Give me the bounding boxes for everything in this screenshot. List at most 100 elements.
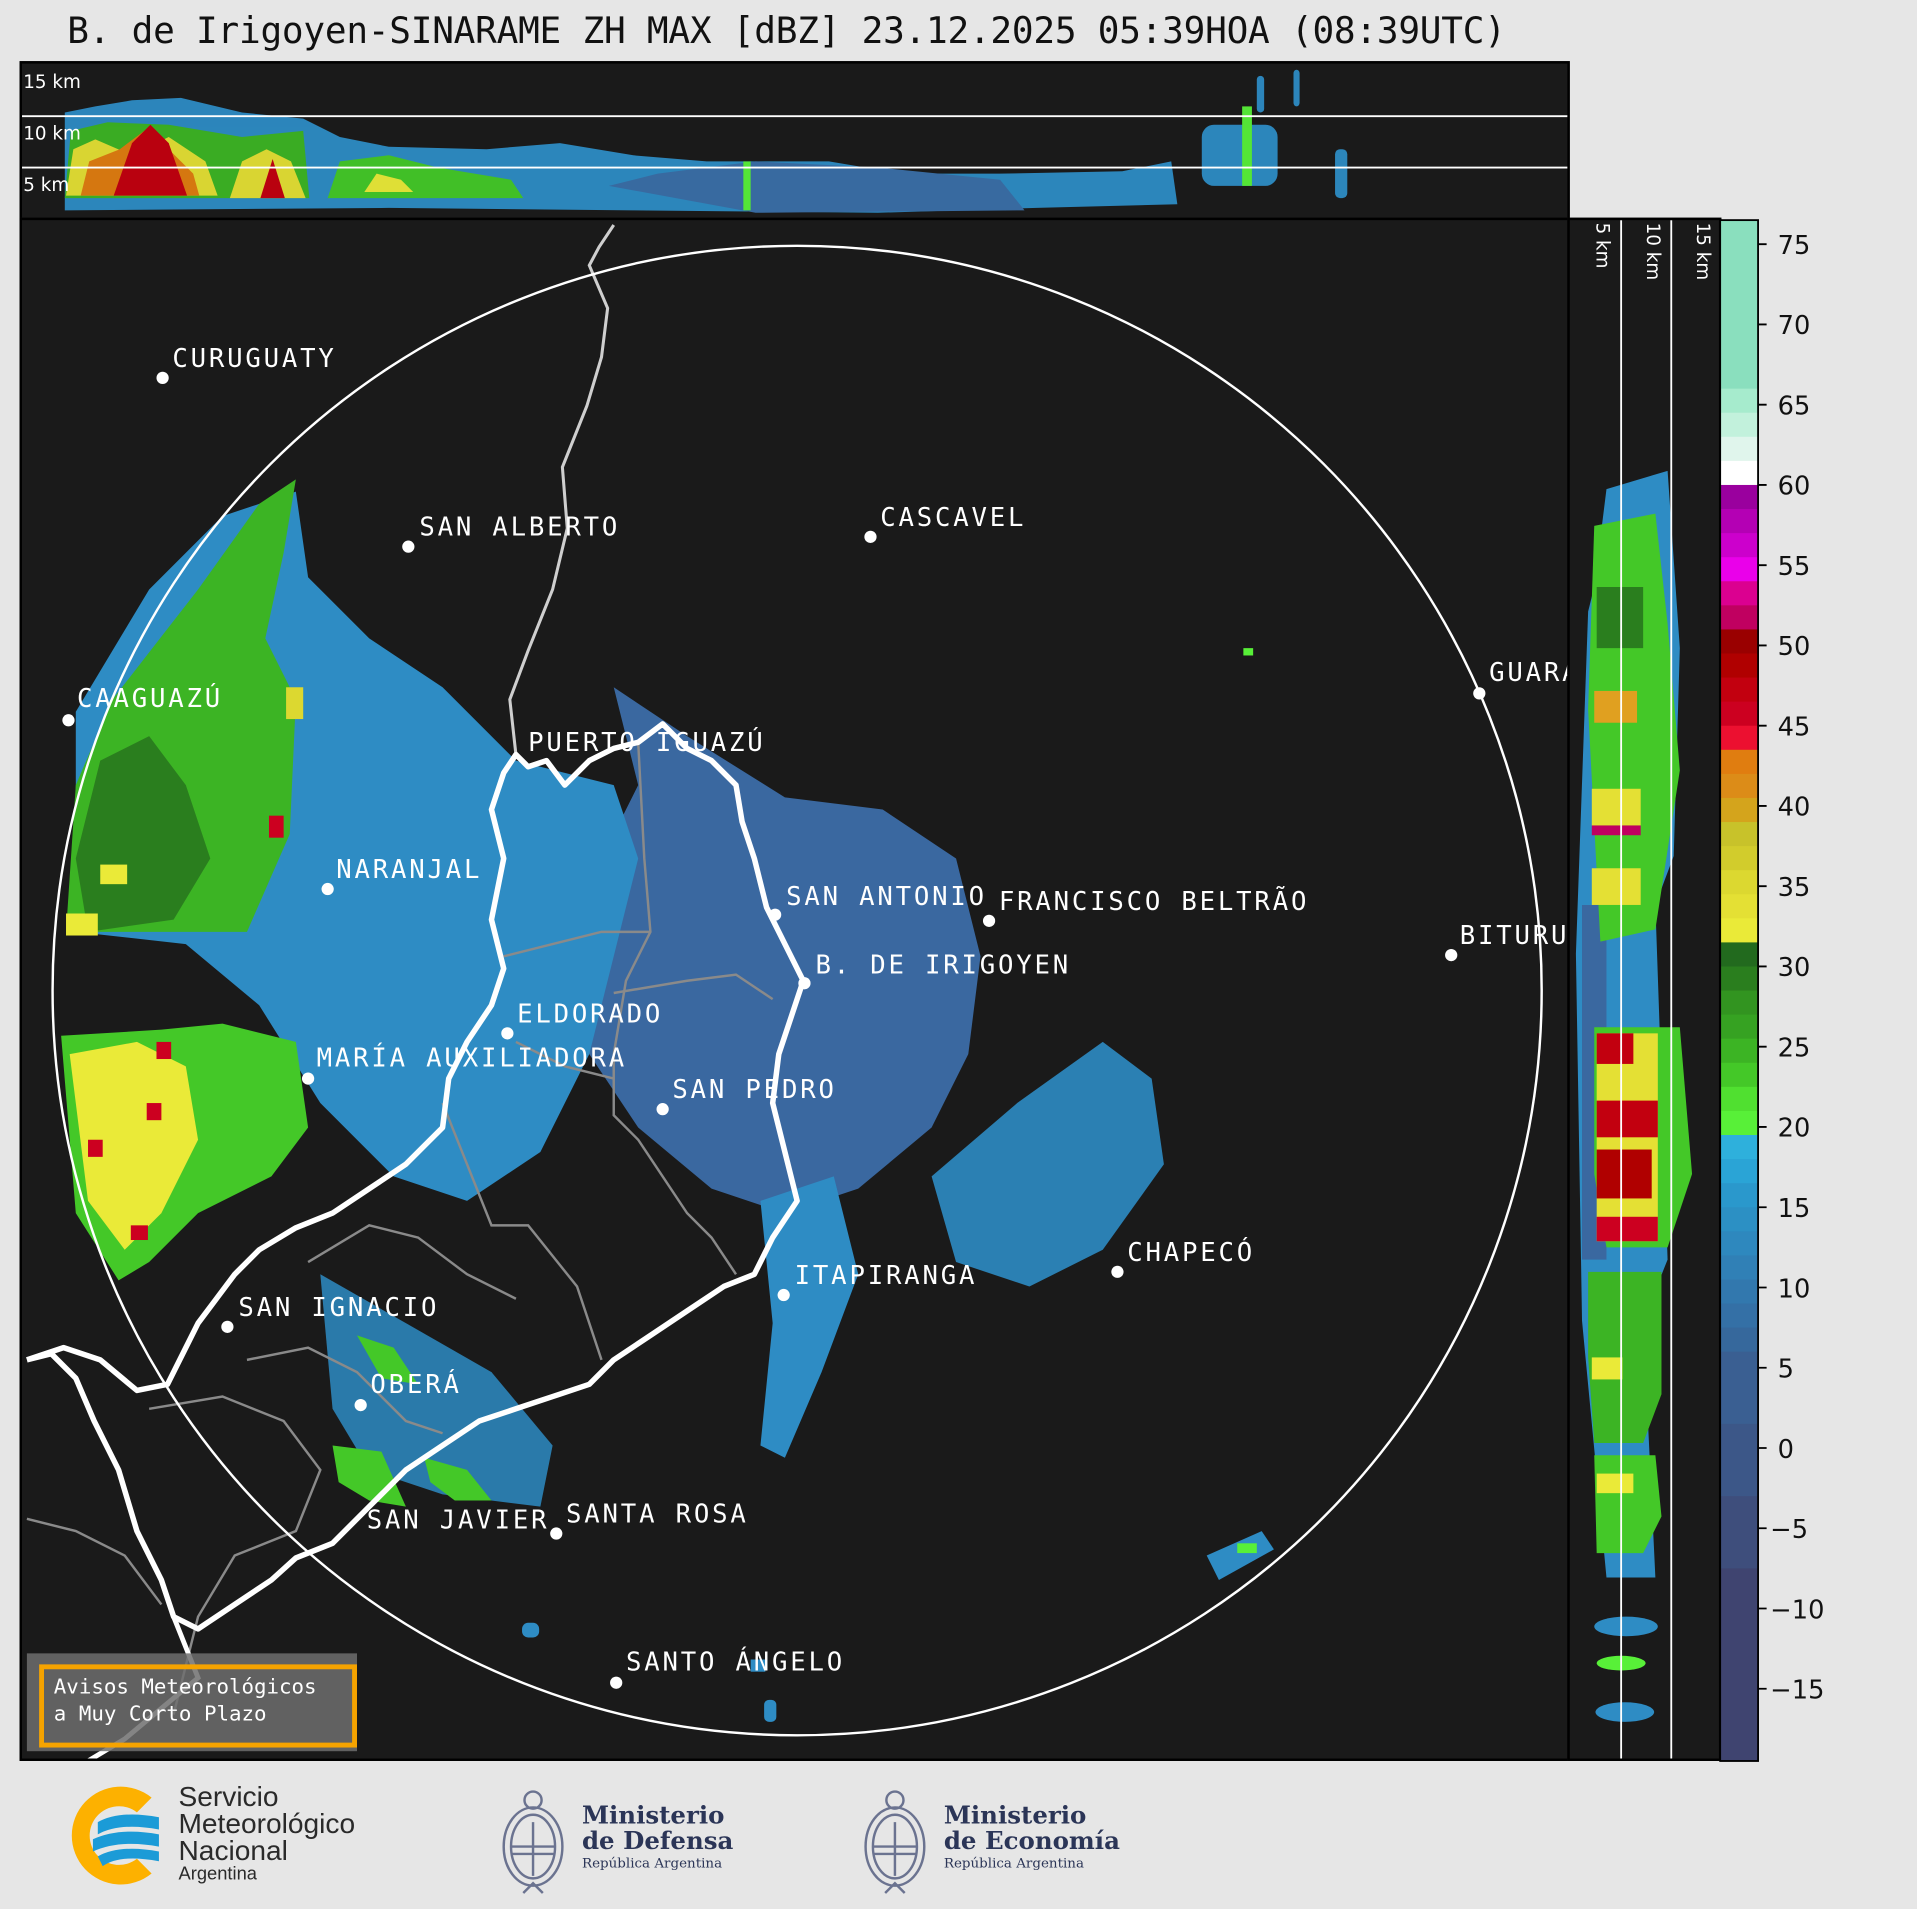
city-dot [864,530,877,543]
city-dot [402,540,415,553]
warning-box-frame: Avisos Meteorológicos a Muy Corto Plazo [39,1664,357,1748]
warning-box[interactable]: Avisos Meteorológicos a Muy Corto Plazo [26,1653,357,1752]
colorbar-segment [1720,1351,1759,1425]
colorbar-tick-label: 60 [1778,472,1811,502]
smn-line-3: Nacional [178,1834,288,1867]
city-label: BITURU [1460,921,1570,951]
warning-line-1: Avisos Meteorológicos [53,1675,317,1700]
city-bituru: BITURU [1445,921,1570,962]
city-dot [1445,948,1458,962]
city-label: SAN IGNACIO [238,1293,439,1323]
city-label: PUERTO IGUAZÚ [528,726,765,758]
colorbar-segment [1720,1062,1759,1088]
top-cross-section-panel: 15 km 10 km 5 km [19,61,1570,221]
economia-line-2: de Economía [943,1825,1120,1856]
page-title: B. de Irigoyen-SINARAME ZH MAX [dBZ] 23.… [67,9,1506,52]
defensa-line-1: Ministerio [581,1800,725,1830]
colorbar-tick-label: 75 [1778,231,1811,261]
colorbar-tick-label: 15 [1778,1194,1811,1224]
colorbar-segment [1720,1231,1759,1256]
altitude-label-5km: 5 km [23,175,69,196]
city-label: OBERÁ [370,1368,461,1400]
colorbar-segment [1720,1568,1759,1762]
colorbar-segment [1720,942,1759,968]
city-guara: GUARA [1473,658,1570,700]
city-san-alberto: SAN ALBERTO [402,513,620,553]
economia-line-1: Ministerio [943,1800,1087,1830]
warning-line-2: a Muy Corto Plazo [53,1702,267,1727]
smn-logo-mark [71,1786,159,1885]
smn-line-2: Meteorológico [178,1807,356,1840]
colorbar-segment [1720,1327,1759,1353]
colorbar-frame [1719,219,1759,1762]
defensa-logo: Ministerio de Defensa República Argentin… [494,1773,763,1900]
city-dot [1111,1265,1124,1278]
colorbar-segment [1720,725,1759,751]
city-dot [777,1288,790,1302]
city-santo-ngelo: SANTO ÁNGELO [610,1645,842,1689]
city-mar-a-auxiliadora: MARÍA AUXILIADORA [301,1041,624,1085]
city-dot [156,371,169,384]
colorbar-segment [1720,846,1759,871]
colorbar-segment [1720,1423,1759,1497]
city-label: GUARA [1489,658,1570,688]
city-label: B. DE IRIGOYEN [815,950,1071,980]
city-san-javier: SAN JAVIER [367,1506,547,1536]
colorbar-segment [1720,870,1759,895]
city-dot [656,1103,669,1116]
city-dot [798,977,811,990]
colorbar-segment [1720,822,1759,847]
reflectivity-echoes [61,479,1274,1722]
colorbar-segment [1720,460,1759,486]
colorbar-segment [1720,557,1759,582]
city-label: ITAPIRANGA [795,1261,978,1291]
colorbar-segment [1720,749,1759,775]
colorbar-tick-label: 70 [1778,311,1811,341]
colorbar-tick-label: 5 [1778,1355,1794,1385]
city-naranjal: NARANJAL [321,855,482,896]
city-label: SAN PEDRO [672,1075,836,1105]
country-border-argentina [26,721,806,1632]
city-dot [1473,687,1486,700]
city-label: SAN ALBERTO [419,513,620,543]
side-altitude-label-10km: 10 km [1642,223,1663,281]
city-chapec-: CHAPECÓ [1111,1236,1255,1278]
city-dot [321,882,334,896]
colorbar-segment [1720,1086,1759,1112]
colorbar-segment [1720,436,1759,462]
colorbar-tick-label: 30 [1778,953,1811,983]
smn-logo: Servicio Meteorológico Nacional Argentin… [56,1782,398,1893]
radar-range-ring [51,244,1543,1737]
city-label: SAN ANTONIO [786,882,987,912]
colorbar-segment [1720,1183,1759,1208]
colorbar-tick-label: 50 [1778,632,1811,662]
colorbar-segment [1720,509,1759,534]
city-dot [221,1320,234,1333]
altitude-label-10km: 10 km [23,123,81,144]
city-dot [982,914,996,927]
colorbar-tick-label: 55 [1778,552,1811,582]
colorbar-segment [1720,605,1759,631]
colorbar-tick-label: 35 [1778,873,1811,903]
city-eldorado: ELDORADO [501,999,663,1040]
colorbar-segment [1720,701,1759,727]
city-label: ELDORADO [517,999,663,1029]
colorbar-segment [1720,533,1759,558]
colorbar-segment [1720,1110,1759,1136]
colorbar-segment [1720,1014,1759,1040]
city-label: NARANJAL [336,855,482,885]
city-dot [62,714,75,727]
city-francisco-beltr-o: FRANCISCO BELTRÃO [982,885,1306,927]
city-cascavel: CASCAVEL [864,503,1024,543]
colorbar-segment [1720,1496,1759,1569]
radar-map[interactable]: CURUGUATY SAN ALBERTO CASCAVEL CAAGUAZÚ GUAR… [19,217,1570,1761]
colorbar-segment [1720,581,1759,606]
side-cross-section-panel: 5 km 10 km 15 km [1567,217,1722,1761]
city-dot [610,1676,623,1689]
colorbar-segment [1720,1279,1759,1305]
city-dot [550,1527,563,1540]
defensa-line-2: de Defensa [581,1825,734,1856]
colorbar-tick-label: 20 [1778,1114,1811,1144]
city-label: CHAPECÓ [1127,1236,1255,1268]
colorbar-segment [1720,990,1759,1016]
